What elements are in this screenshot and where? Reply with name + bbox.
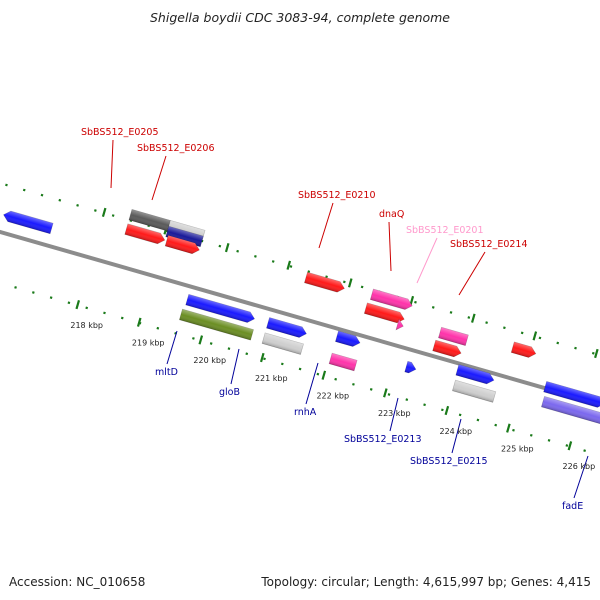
lower-major-tick xyxy=(444,405,450,416)
lower-major-tick xyxy=(136,317,142,327)
gene-leader-line xyxy=(451,418,462,454)
tick-label: 226 kbp xyxy=(563,462,596,471)
lower-major-tick xyxy=(198,335,204,345)
gene-label[interactable]: fadE xyxy=(562,501,583,512)
upper-major-tick xyxy=(347,278,353,288)
gene-feature[interactable] xyxy=(510,341,537,359)
gene-leader-line xyxy=(318,202,334,249)
lower-dotted-track xyxy=(14,286,586,452)
tick-label: 224 kbp xyxy=(440,427,473,436)
upper-major-tick xyxy=(532,331,538,341)
upper-major-tick xyxy=(286,260,292,270)
tick-label: 218 kbp xyxy=(70,321,103,330)
accession-text: Accession: NC_010658 xyxy=(9,575,146,589)
tick-label: 222 kbp xyxy=(316,391,349,400)
gene-leader-line xyxy=(305,362,319,405)
gene-leader-line xyxy=(230,348,240,385)
gene-label[interactable]: dnaQ xyxy=(379,209,404,220)
gene-label[interactable]: SbBS512_E0213 xyxy=(344,434,422,445)
tick-label: 225 kbp xyxy=(501,444,534,453)
genome-stats-text: Topology: circular; Length: 4,615,997 bp… xyxy=(261,575,591,589)
gene-label[interactable]: rnhA xyxy=(294,407,317,418)
gene-leader-line xyxy=(388,221,392,272)
tick-label: 221 kbp xyxy=(255,374,288,383)
gene-feature[interactable] xyxy=(304,271,345,294)
gene-label[interactable]: mltD xyxy=(155,367,178,378)
lower-major-tick xyxy=(567,441,573,451)
gene-leader-line xyxy=(110,139,114,189)
gene-label[interactable]: SbBS512_E0206 xyxy=(137,143,215,154)
upper-major-tick xyxy=(224,243,230,253)
gene-feature[interactable] xyxy=(452,379,497,403)
gene-feature[interactable] xyxy=(404,360,418,374)
gene-leader-line xyxy=(573,455,589,499)
gene-feature[interactable] xyxy=(2,209,54,235)
lower-major-tick xyxy=(259,352,265,363)
tick-label: 220 kbp xyxy=(193,356,226,365)
lower-major-tick xyxy=(321,370,327,380)
lower-major-tick xyxy=(506,423,511,433)
upper-major-tick xyxy=(594,348,599,359)
upper-dotted-track xyxy=(5,183,595,355)
gene-label[interactable]: SbBS512_E0210 xyxy=(298,190,376,201)
upper-major-tick xyxy=(471,313,476,323)
gene-leader-line xyxy=(151,155,167,201)
upper-major-tick xyxy=(101,207,107,217)
tick-label: 223 kbp xyxy=(378,409,411,418)
gene-leader-line xyxy=(389,397,399,432)
map-title: Shigella boydii CDC 3083-94, complete ge… xyxy=(149,10,451,25)
gene-label[interactable]: SbBS512_E0215 xyxy=(410,456,488,467)
gene-leader-line xyxy=(416,237,438,284)
lower-major-tick xyxy=(75,300,81,310)
gene-label[interactable]: gloB xyxy=(219,387,240,398)
gene-feature[interactable] xyxy=(328,352,358,372)
gene-label[interactable]: SbBS512_E0201 xyxy=(406,225,484,236)
lower-major-tick xyxy=(383,388,388,398)
gene-leader-line xyxy=(458,251,486,296)
gene-label[interactable]: SbBS512_E0214 xyxy=(450,239,528,250)
tick-label: 219 kbp xyxy=(132,339,165,348)
gene-leader-line xyxy=(166,330,178,365)
gene-label[interactable]: SbBS512_E0205 xyxy=(81,127,159,138)
